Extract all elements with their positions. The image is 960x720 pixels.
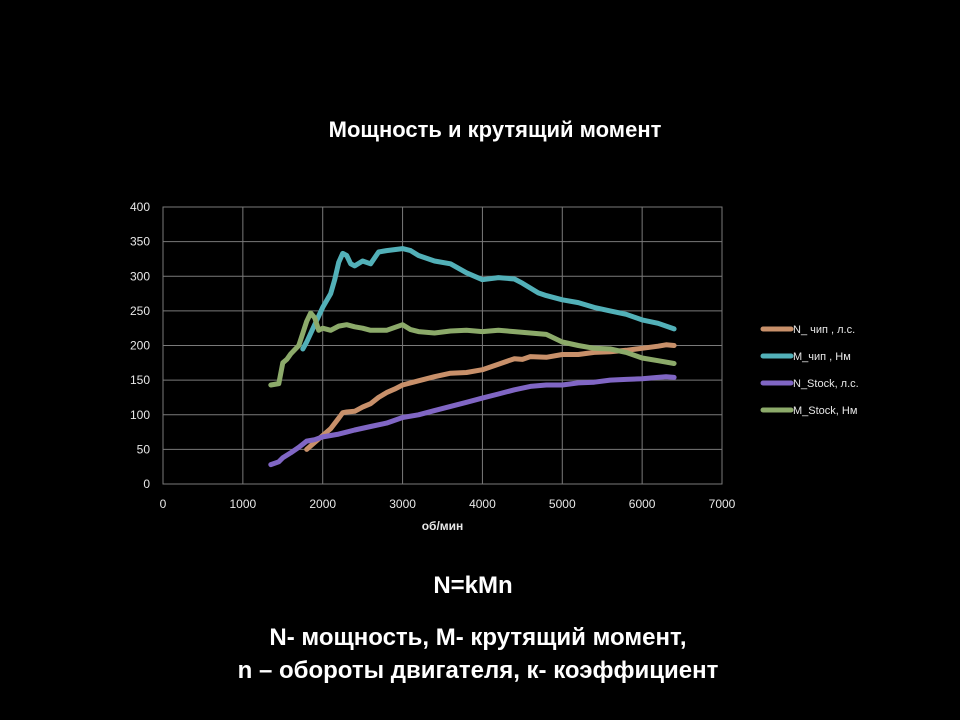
y-tick-label: 50 [137,442,151,456]
x-tick-label: 1000 [230,497,257,511]
x-tick-label: 5000 [549,497,576,511]
page-title: Мощность и крутящий момент [328,117,662,142]
chart-series [268,246,677,468]
legend-label-2: N_Stock, л.с. [793,378,859,390]
x-tick-label: 4000 [469,497,496,511]
series-line-0 [304,342,677,452]
description-line-2: n – обороты двигателя, к- коэффициент [237,657,719,684]
formula: N=kMn [433,572,513,599]
series-line-2 [268,374,677,468]
x-tick-label: 2000 [309,497,336,511]
y-tick-label: 350 [130,235,150,249]
chart-grid [162,206,723,485]
legend-label-1: M_чип , Нм [793,351,851,363]
legend-label-0: N_ чип , л.с. [793,324,855,336]
y-tick-label: 0 [143,477,150,491]
y-tick-label: 250 [130,304,150,318]
y-tick-label: 300 [130,269,150,283]
x-axis-label: об/мин [422,519,464,533]
description-line-1: N- мощность, M- крутящий момент, [269,624,687,651]
chart-legend: N_ чип , л.с. M_чип , Нм N_Stock, л.с. M_St… [760,324,859,417]
y-tick-label: 150 [130,373,150,387]
x-tick-label: 3000 [389,497,416,511]
series-line-3 [268,310,677,388]
y-tick-label: 100 [130,408,150,422]
x-tick-label: 6000 [629,497,656,511]
legend-label-3: M_Stock, Нм [793,405,857,417]
x-tick-label: 7000 [709,497,736,511]
y-tick-label: 400 [130,200,150,214]
series-line-1 [300,246,677,352]
x-tick-label: 0 [160,497,167,511]
y-tick-label: 200 [130,339,150,353]
